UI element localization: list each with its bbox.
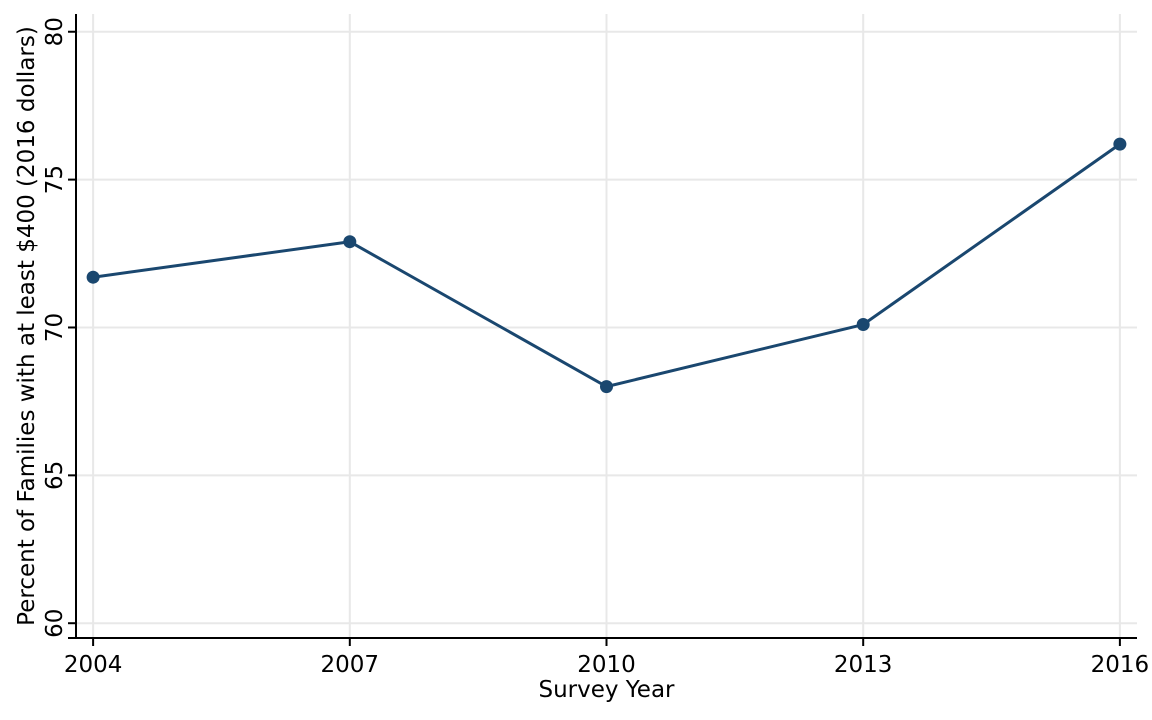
x-tick-label: 2016 (1091, 652, 1150, 678)
data-point (86, 270, 100, 284)
y-tick-label: 80 (42, 17, 68, 46)
y-axis-title: Percent of Families with at least $400 (… (14, 26, 40, 626)
y-tick-label: 60 (42, 609, 68, 638)
x-tick-label: 2007 (321, 652, 380, 678)
data-point (1113, 137, 1127, 151)
y-tick-label: 65 (42, 461, 68, 490)
y-tick-label: 75 (42, 165, 68, 194)
data-point (343, 235, 357, 249)
x-axis-title: Survey Year (538, 677, 675, 703)
data-point (600, 380, 613, 394)
x-tick-label: 2010 (577, 652, 636, 678)
y-tick-label: 70 (42, 313, 68, 342)
data-point (856, 318, 870, 332)
x-tick-label: 2004 (64, 652, 123, 678)
x-tick-label: 2013 (834, 652, 893, 678)
